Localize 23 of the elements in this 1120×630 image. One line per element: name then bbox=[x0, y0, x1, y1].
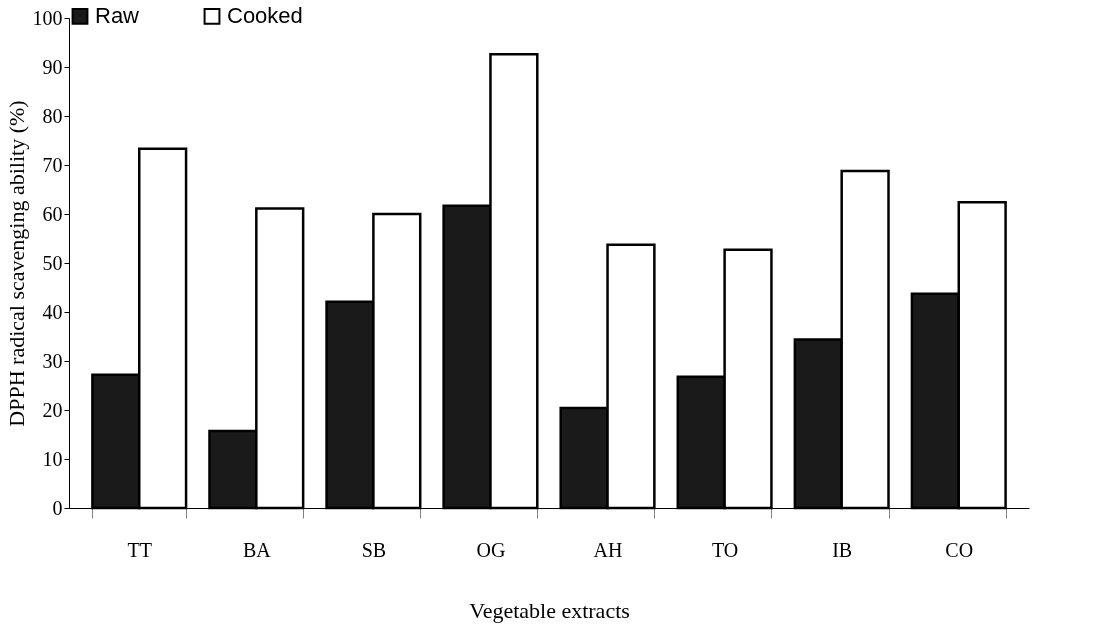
x-axis-title: Vegetable extracts bbox=[469, 597, 630, 623]
y-tick-label: 20 bbox=[42, 398, 63, 421]
y-tick-label: 90 bbox=[42, 55, 63, 78]
y-tick-label: 10 bbox=[42, 447, 63, 470]
x-tick-label: SB bbox=[361, 538, 387, 561]
y-tick-label: 70 bbox=[42, 153, 63, 176]
x-tick-label: OG bbox=[476, 538, 506, 561]
y-tick-label: 100 bbox=[32, 6, 63, 29]
x-tick-label: CO bbox=[945, 538, 974, 561]
x-tick-label: AH bbox=[593, 538, 623, 561]
x-tick-label: TO bbox=[711, 538, 739, 561]
y-tick-label: 80 bbox=[42, 104, 63, 127]
y-tick-label: 30 bbox=[42, 349, 63, 372]
y-tick-label: 0 bbox=[52, 496, 63, 519]
legend-label: Cooked bbox=[227, 3, 303, 29]
y-tick-label: 50 bbox=[42, 251, 63, 274]
y-tick-label: 60 bbox=[42, 202, 63, 225]
x-tick-label: TT bbox=[127, 538, 152, 561]
legend-label: Raw bbox=[95, 3, 140, 29]
x-tick-label: BA bbox=[242, 538, 272, 561]
y-axis-title: DPPH radical scavenging ability (%) bbox=[3, 100, 29, 427]
y-tick-label: 40 bbox=[42, 300, 63, 323]
x-tick-label: IB bbox=[832, 538, 853, 561]
